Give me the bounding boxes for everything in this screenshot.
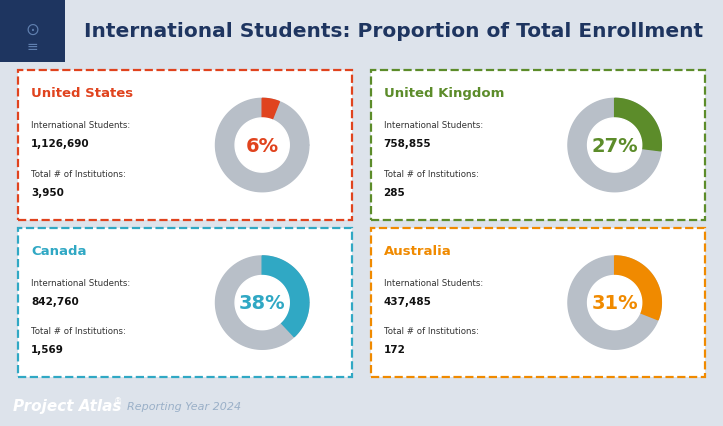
Polygon shape bbox=[615, 99, 662, 152]
Polygon shape bbox=[235, 119, 289, 173]
Text: 842,760: 842,760 bbox=[31, 296, 79, 306]
Text: 6%: 6% bbox=[246, 136, 279, 155]
Polygon shape bbox=[262, 99, 279, 121]
Polygon shape bbox=[568, 99, 662, 192]
FancyBboxPatch shape bbox=[18, 71, 353, 220]
Text: 3,950: 3,950 bbox=[31, 187, 64, 197]
Text: Reporting Year 2024: Reporting Year 2024 bbox=[127, 401, 241, 411]
Text: United States: United States bbox=[31, 87, 133, 100]
Polygon shape bbox=[568, 256, 662, 349]
Text: ≡: ≡ bbox=[27, 40, 38, 54]
Polygon shape bbox=[615, 256, 662, 320]
Text: Total # of Institutions:: Total # of Institutions: bbox=[384, 170, 479, 178]
Text: International Students:: International Students: bbox=[31, 278, 130, 287]
Text: 437,485: 437,485 bbox=[384, 296, 432, 306]
Polygon shape bbox=[262, 256, 309, 337]
FancyBboxPatch shape bbox=[371, 228, 705, 377]
Text: Total # of Institutions:: Total # of Institutions: bbox=[31, 327, 126, 336]
Text: United Kingdom: United Kingdom bbox=[384, 87, 504, 100]
Text: 1,569: 1,569 bbox=[31, 344, 64, 354]
Text: Project Atlas: Project Atlas bbox=[13, 398, 121, 413]
Text: Canada: Canada bbox=[31, 245, 87, 257]
Text: 285: 285 bbox=[384, 187, 406, 197]
Text: ⊙: ⊙ bbox=[25, 21, 40, 39]
Polygon shape bbox=[588, 276, 642, 330]
Text: Total # of Institutions:: Total # of Institutions: bbox=[384, 327, 479, 336]
Text: International Students:: International Students: bbox=[384, 121, 483, 130]
Bar bbox=[0, 0, 65, 63]
Polygon shape bbox=[588, 119, 642, 173]
FancyBboxPatch shape bbox=[371, 71, 705, 220]
Text: 172: 172 bbox=[384, 344, 406, 354]
Text: ®: ® bbox=[114, 397, 122, 406]
Text: 31%: 31% bbox=[591, 294, 638, 312]
Text: 38%: 38% bbox=[239, 294, 286, 312]
Text: 1,126,690: 1,126,690 bbox=[31, 139, 90, 149]
Text: International Students:: International Students: bbox=[31, 121, 130, 130]
Polygon shape bbox=[215, 99, 309, 192]
Polygon shape bbox=[215, 256, 309, 349]
Text: 758,855: 758,855 bbox=[384, 139, 431, 149]
Polygon shape bbox=[235, 276, 289, 330]
Text: Total # of Institutions:: Total # of Institutions: bbox=[31, 170, 126, 178]
Text: International Students: Proportion of Total Enrollment: International Students: Proportion of To… bbox=[85, 22, 703, 41]
Text: International Students:: International Students: bbox=[384, 278, 483, 287]
FancyBboxPatch shape bbox=[18, 228, 353, 377]
Text: Australia: Australia bbox=[384, 245, 451, 257]
Text: 27%: 27% bbox=[591, 136, 638, 155]
